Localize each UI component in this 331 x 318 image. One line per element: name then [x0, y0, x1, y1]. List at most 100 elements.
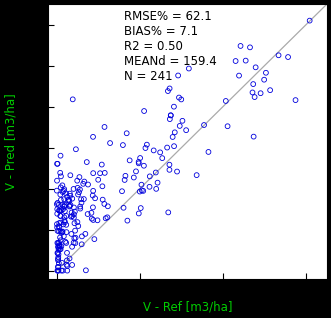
Point	[165, 145, 170, 150]
Point	[70, 214, 75, 219]
Point	[62, 218, 67, 223]
Point	[147, 174, 153, 179]
Point	[141, 188, 146, 193]
Point	[166, 210, 171, 215]
Point	[59, 244, 64, 249]
Point	[179, 97, 184, 102]
Point	[194, 173, 199, 178]
Point	[56, 208, 62, 213]
Point	[54, 222, 60, 227]
Point	[57, 244, 62, 249]
Point	[64, 213, 69, 218]
Point	[102, 170, 107, 176]
Point	[75, 224, 81, 229]
Point	[127, 158, 132, 163]
Point	[57, 247, 63, 252]
Point	[71, 236, 77, 241]
Point	[74, 178, 80, 183]
Point	[58, 170, 63, 175]
Point	[99, 162, 104, 167]
Point	[56, 245, 62, 251]
Point	[69, 210, 74, 215]
Point	[60, 229, 65, 234]
Point	[59, 260, 65, 265]
Point	[71, 186, 76, 191]
Point	[137, 189, 142, 194]
Point	[307, 18, 312, 23]
Point	[180, 118, 185, 123]
Point	[137, 156, 143, 161]
Point	[56, 255, 61, 260]
Point	[223, 99, 228, 104]
Point	[85, 211, 90, 217]
Point	[105, 204, 111, 209]
Point	[73, 240, 78, 245]
Point	[258, 91, 263, 96]
Point	[62, 187, 67, 192]
Point	[59, 268, 64, 273]
Point	[143, 145, 148, 150]
Point	[158, 150, 163, 155]
Point	[144, 142, 150, 147]
Point	[58, 185, 63, 190]
Point	[138, 205, 143, 211]
Point	[171, 104, 176, 109]
Point	[124, 131, 129, 136]
Point	[147, 184, 152, 189]
Point	[125, 218, 130, 223]
Point	[56, 240, 62, 245]
Point	[66, 198, 71, 203]
Point	[165, 88, 170, 93]
Point	[175, 73, 181, 78]
Point	[65, 268, 70, 273]
Point	[60, 190, 65, 195]
Point	[201, 122, 207, 128]
Point	[78, 206, 83, 211]
Point	[62, 197, 67, 202]
Point	[68, 173, 73, 178]
Point	[59, 230, 64, 235]
Point	[55, 264, 61, 269]
Point	[64, 230, 69, 235]
Point	[70, 262, 75, 267]
Point	[95, 218, 100, 223]
Point	[58, 220, 64, 225]
Point	[293, 98, 298, 103]
Point	[54, 178, 60, 183]
Point	[56, 252, 61, 257]
Point	[64, 258, 70, 263]
Point	[58, 213, 63, 218]
Point	[83, 268, 88, 273]
Point	[58, 213, 63, 218]
Point	[72, 209, 77, 214]
Point	[123, 173, 128, 178]
X-axis label: V - Ref [m3/ha]: V - Ref [m3/ha]	[143, 301, 232, 314]
Point	[100, 184, 105, 189]
Point	[60, 203, 65, 208]
Point	[55, 268, 60, 273]
Point	[64, 240, 69, 245]
Point	[139, 182, 144, 187]
Point	[170, 135, 175, 140]
Point	[251, 81, 256, 86]
Point	[78, 197, 84, 202]
Point	[206, 149, 211, 155]
Point	[56, 261, 62, 266]
Point	[77, 187, 82, 192]
Point	[172, 130, 177, 135]
Point	[102, 201, 107, 206]
Point	[76, 190, 82, 195]
Point	[67, 198, 72, 204]
Point	[56, 247, 61, 252]
Point	[57, 225, 62, 230]
Point	[56, 241, 61, 246]
Point	[57, 243, 62, 248]
Point	[62, 209, 68, 214]
Point	[59, 208, 64, 213]
Point	[177, 123, 182, 128]
Point	[54, 202, 60, 207]
Point	[105, 215, 110, 220]
Point	[79, 200, 84, 205]
Point	[55, 228, 60, 233]
Point	[62, 220, 68, 225]
